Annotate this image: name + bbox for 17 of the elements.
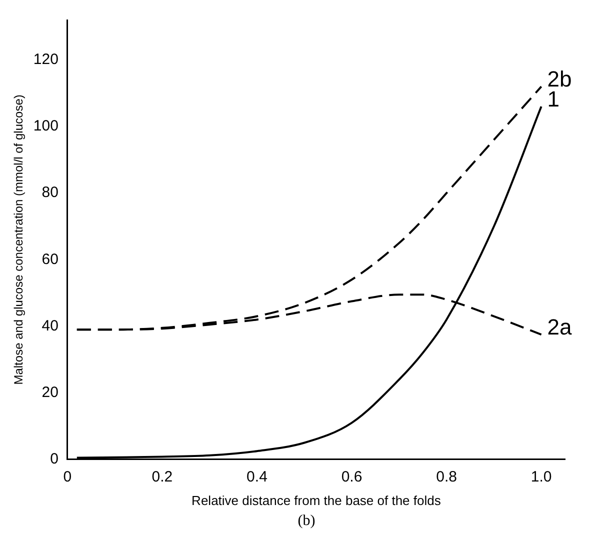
- y-tick-label: 40: [42, 317, 58, 334]
- x-tick-label: 0.8: [436, 468, 457, 486]
- text: (b): [296, 513, 316, 530]
- x-tick-label: 0.4: [246, 468, 268, 486]
- y-axis-title: Maltose and glucose concentration (mmol/l of glucose): [12, 94, 26, 385]
- x-tick-label: 0: [63, 468, 72, 486]
- series-label: 2a: [547, 314, 573, 340]
- y-tick-label: 120: [33, 51, 58, 68]
- y-tick-label: 100: [33, 118, 58, 135]
- y-tick-label: 0: [50, 450, 58, 468]
- y-tick-label: 60: [42, 250, 58, 268]
- x-tick-label: 1.0: [530, 468, 552, 486]
- y-tick-label: 20: [42, 384, 58, 401]
- x-axis-title: Relative distance from the base of the folds: [192, 492, 442, 508]
- y-tick-label: 80: [42, 184, 58, 202]
- x-tick-label: 0.2: [152, 468, 173, 486]
- x-tick-label: 0.6: [341, 468, 362, 486]
